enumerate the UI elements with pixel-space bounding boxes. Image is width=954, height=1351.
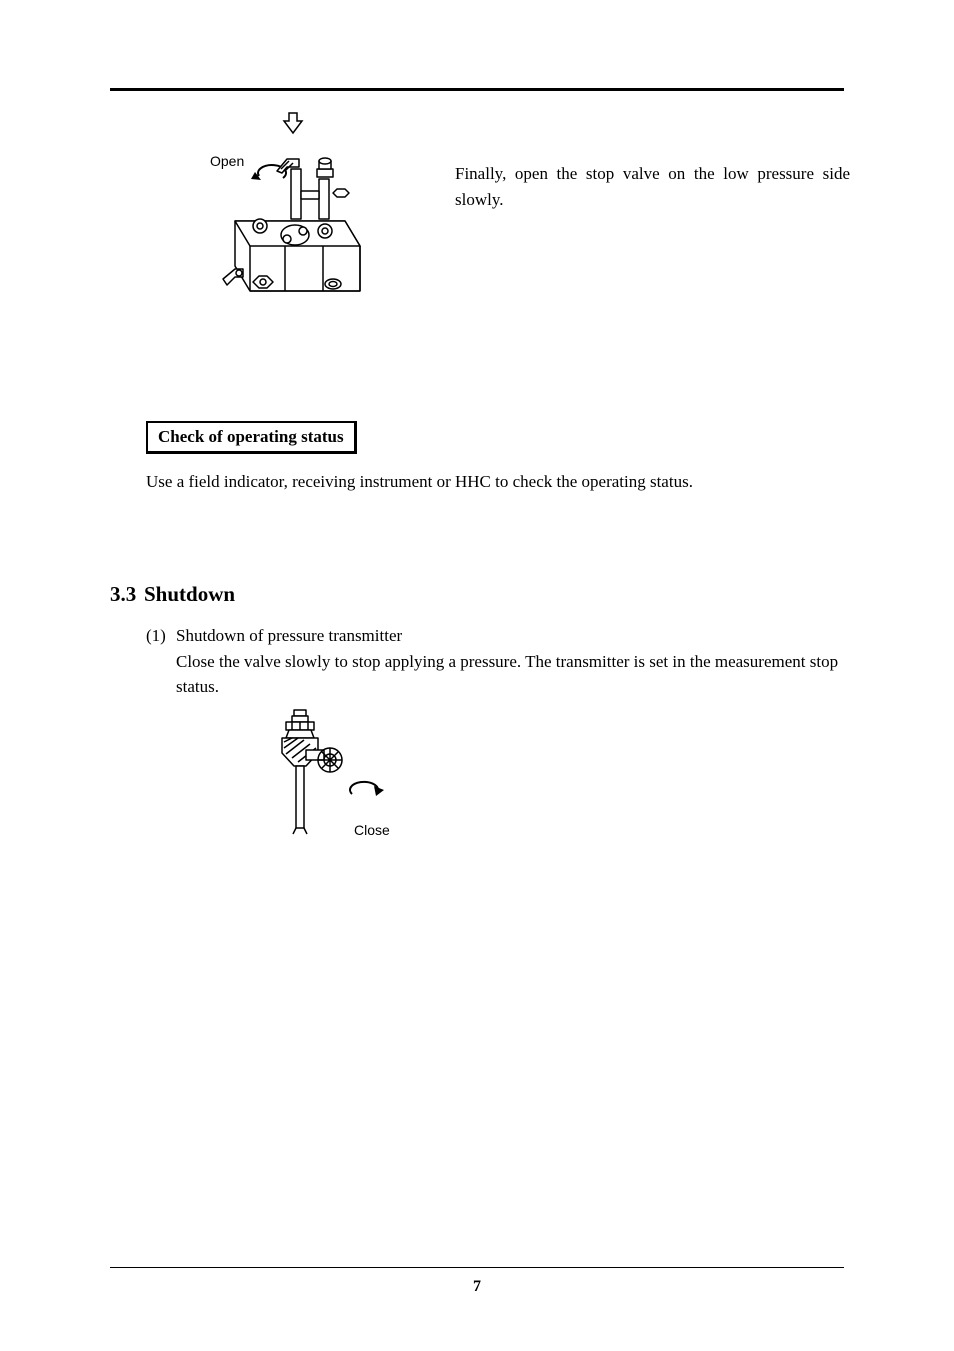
check-status-body: Use a field indicator, receiving instrum… [146,472,844,492]
section-title: Shutdown [144,582,235,606]
check-status-heading-box: Check of operating status [146,421,357,454]
close-label: Close [354,822,390,838]
shutdown-item-body: Close the valve slowly to stop applying … [176,649,844,700]
section-heading: 3.3Shutdown [110,582,844,607]
valve-manifold-diagram [205,151,385,331]
shutdown-item: (1)Shutdown of pressure transmitter Clos… [146,623,844,871]
page-footer: 7 [110,1267,844,1296]
page-number: 7 [110,1278,844,1296]
valve-open-step: Open [110,111,844,331]
top-horizontal-rule [110,88,844,91]
shutdown-item-number: (1) [146,623,176,649]
down-arrow-icon [282,111,304,140]
shutdown-item-title: Shutdown of pressure transmitter [176,626,402,645]
footer-rule [110,1267,844,1268]
section-number: 3.3 [110,582,144,607]
close-valve-diagram: Close [246,708,844,871]
step-instruction-text: Finally, open the stop valve on the low … [455,161,850,212]
